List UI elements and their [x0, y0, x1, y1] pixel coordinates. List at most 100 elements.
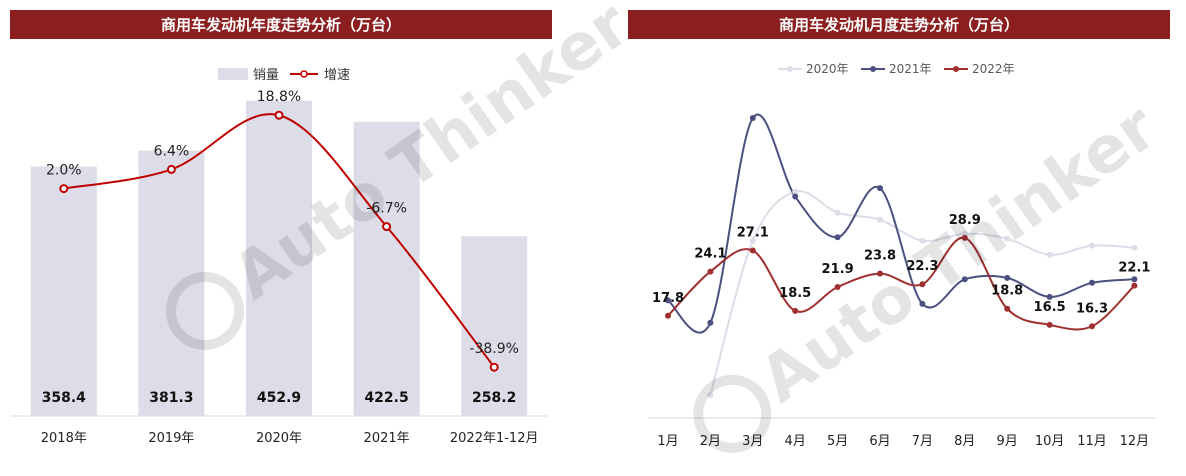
x-tick-label: 2月 — [700, 434, 721, 449]
sales-bar-label: 258.2 — [472, 390, 516, 406]
legend-label-2022: 2022年 — [972, 62, 1015, 76]
value-label-2022: 24.1 — [694, 247, 726, 262]
series-2021-point — [749, 115, 756, 121]
series-2021-point — [1046, 293, 1053, 300]
sales-bar — [353, 121, 420, 416]
series-2022-point — [665, 312, 671, 319]
legend-label-growth: 增速 — [324, 68, 350, 83]
value-label-2022: 16.3 — [1076, 301, 1108, 316]
series-2022-point — [1046, 321, 1053, 328]
x-tick-label: 1月 — [657, 434, 678, 449]
series-2022-point — [707, 268, 714, 275]
series-2021-point — [961, 276, 968, 283]
x-tick-label: 10月 — [1035, 434, 1065, 449]
series-2022-line — [667, 236, 1136, 331]
growth-point — [382, 222, 392, 232]
sales-bar — [138, 150, 205, 417]
series-2020-point — [834, 209, 841, 216]
series-2022-point — [1004, 305, 1011, 312]
legend-label-sales: 销量 — [253, 68, 279, 83]
value-label-2022: 18.5 — [779, 286, 811, 301]
value-label-2022: 28.9 — [949, 213, 981, 228]
monthly-legend: 2020年 2021年 2022年 — [778, 62, 1015, 76]
series-2020-point — [749, 237, 756, 244]
series-2020-point — [792, 188, 799, 195]
series-2021-point — [707, 319, 714, 326]
value-label-2022: 22.1 — [1118, 261, 1150, 276]
legend-swatch-sales — [218, 68, 248, 80]
sales-bar-label: 422.5 — [364, 390, 408, 406]
value-label-2022: 16.5 — [1034, 300, 1066, 315]
value-label-2022: 22.3 — [906, 259, 938, 274]
x-tick-label: 11月 — [1077, 434, 1107, 449]
series-2021-point — [877, 185, 883, 192]
x-tick-label: 3月 — [742, 434, 763, 449]
monthly-chart-panel: 商用车发动机月度走势分析（万台） 2020年 2021年 2022年 17.8 2… — [626, 0, 1186, 476]
series-2020-point — [877, 216, 883, 223]
annual-chart-title: 商用车发动机年度走势分析（万台） — [10, 10, 552, 39]
annual-chart-panel: 商用车发动机年度走势分析（万台） 销量 增速 358.4 381.3 452.9 42… — [0, 0, 560, 476]
series-2021-point — [792, 193, 799, 200]
series-2022-point — [1131, 282, 1138, 289]
series-2022-point — [919, 281, 926, 288]
series-2022-point — [749, 247, 756, 254]
value-label-2022: 18.8 — [991, 284, 1023, 299]
series-2021-point — [665, 297, 671, 304]
annual-chart: 销量 增速 358.4 381.3 452.9 422.5 258.2 2.0% 6.4%… — [10, 68, 548, 446]
legend-label-2021: 2021年 — [889, 62, 932, 76]
x-tick-label: 5月 — [827, 434, 848, 449]
monthly-chart-title: 商用车发动机月度走势分析（万台） — [628, 10, 1170, 39]
value-label-2022: 17.8 — [652, 291, 684, 306]
growth-label: 18.8% — [257, 89, 301, 105]
sales-bar-label: 452.9 — [257, 390, 301, 406]
legend-marker-2022 — [953, 66, 959, 72]
series-2022-point — [877, 270, 883, 277]
x-tick-label: 2021年 — [364, 431, 410, 446]
x-tick-label: 6月 — [869, 434, 890, 449]
value-label-2022: 27.1 — [737, 226, 769, 241]
series-2020-line — [709, 190, 1135, 396]
series-2020-point — [1004, 235, 1011, 242]
series-2020-point — [1089, 242, 1095, 249]
x-tick-label: 2018年 — [41, 431, 87, 446]
series-2020-point — [919, 237, 926, 244]
legend-label-2020: 2020年 — [806, 62, 849, 76]
legend-marker-growth — [300, 70, 308, 78]
x-tick-label: 7月 — [912, 434, 933, 449]
x-tick-label: 9月 — [997, 434, 1018, 449]
series-2020-point — [707, 392, 714, 398]
sales-bar-label: 358.4 — [42, 390, 87, 406]
growth-point — [274, 110, 284, 120]
x-tick-label: 2019年 — [148, 431, 194, 446]
series-2021-point — [1131, 276, 1138, 283]
series-2022-point — [961, 234, 968, 241]
growth-point — [489, 362, 499, 372]
series-2021-point — [834, 234, 841, 241]
series-2020-point — [1046, 251, 1053, 258]
sales-bar — [246, 100, 312, 417]
series-2021-point — [1089, 279, 1095, 286]
sales-bar — [30, 166, 97, 416]
series-2022-point — [1089, 323, 1095, 330]
x-tick-label: 4月 — [785, 434, 806, 449]
legend-marker-2020 — [787, 66, 793, 72]
legend-marker-2021 — [870, 66, 876, 72]
growth-label: 6.4% — [154, 143, 190, 159]
sales-bar-label: 381.3 — [149, 390, 193, 406]
x-tick-label: 8月 — [954, 434, 975, 449]
series-2020-point — [961, 230, 968, 237]
series-2022-point — [834, 284, 841, 291]
sales-bar — [461, 236, 528, 416]
growth-point — [59, 184, 69, 194]
value-label-2022: 23.8 — [864, 249, 896, 264]
growth-label: 2.0% — [46, 163, 82, 179]
series-2021-point — [919, 300, 926, 307]
series-2021-point — [1004, 274, 1011, 281]
x-tick-label: 2020年 — [256, 431, 302, 446]
value-label-2022: 21.9 — [822, 262, 854, 277]
series-2020-point — [1131, 244, 1138, 251]
annual-legend: 销量 增速 — [218, 68, 350, 83]
monthly-chart: 2020年 2021年 2022年 17.8 24.1 27.1 18.5 21.9 23… — [648, 62, 1156, 449]
growth-point — [166, 164, 176, 174]
x-tick-label: 2022年1-12月 — [450, 431, 539, 446]
